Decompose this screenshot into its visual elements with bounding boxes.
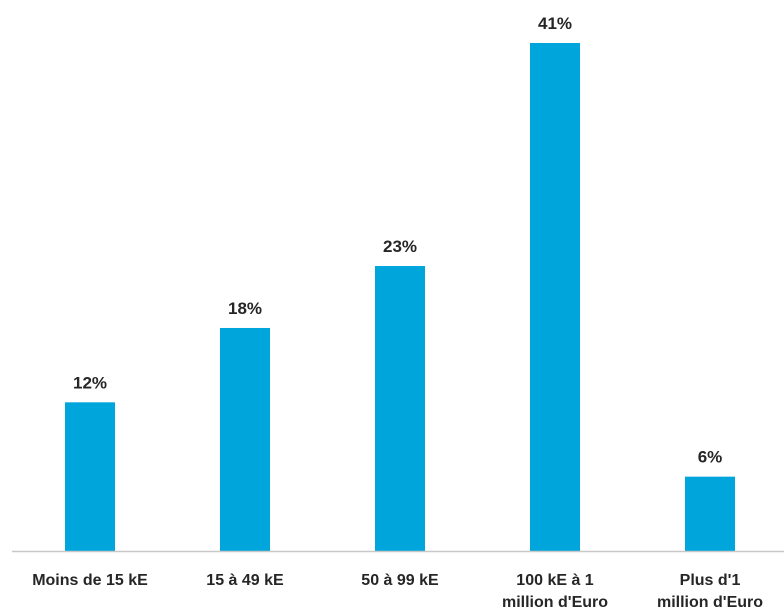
x-tick-label-line: Moins de 15 kE: [32, 572, 148, 589]
bar-5: [685, 476, 735, 551]
x-tick-labels: Moins de 15 kE 15 à 49 kE 50 à 99 kE 100 kE…: [32, 572, 763, 611]
x-tick-label-4: 100 kE à 1 million d'Euro: [502, 572, 608, 611]
bar-value-label-3: 23%: [383, 237, 417, 256]
x-tick-label-1: Moins de 15 kE: [32, 572, 148, 589]
x-tick-label-line: Plus d'1: [680, 572, 741, 589]
x-tick-label-2: 15 à 49 kE: [206, 572, 284, 589]
x-tick-label-line: 15 à 49 kE: [206, 572, 284, 589]
bar-4: [530, 43, 580, 551]
bar-value-label-2: 18%: [228, 299, 262, 318]
bar-value-label-1: 12%: [73, 373, 107, 392]
x-tick-label-line: 50 à 99 kE: [361, 572, 439, 589]
bars: [65, 43, 735, 551]
value-labels: 12% 18% 23% 41% 6%: [73, 14, 722, 467]
bar-1: [65, 402, 115, 551]
bar-3: [375, 266, 425, 551]
bar-value-label-5: 6%: [698, 448, 723, 467]
x-tick-label-3: 50 à 99 kE: [361, 572, 439, 589]
bar-value-label-4: 41%: [538, 14, 572, 33]
bar-2: [220, 327, 270, 551]
x-tick-label-line: million d'Euro: [657, 594, 763, 611]
x-tick-label-5: Plus d'1 million d'Euro: [657, 572, 763, 611]
x-tick-label-line: million d'Euro: [502, 594, 608, 611]
x-tick-label-line: 100 kE à 1: [516, 572, 594, 589]
